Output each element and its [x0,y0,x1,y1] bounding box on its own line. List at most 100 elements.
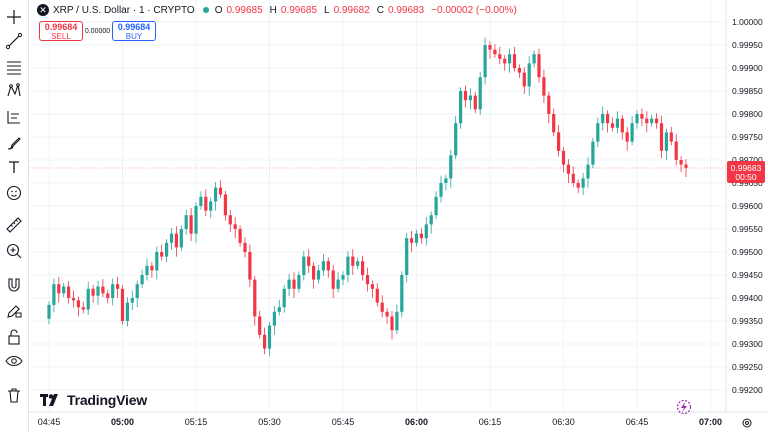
tradingview-logo[interactable]: TradingView [40,392,147,408]
market-open-dot-icon [202,7,209,13]
trend-line-icon[interactable] [3,30,25,52]
ruler-icon[interactable] [3,214,25,236]
price-tick: 0.99200 [732,385,763,395]
candle [581,172,585,195]
price-chart[interactable]: 1.00000 0.99950 0.99900 0.99850 0.99800 0.997… [29,0,768,432]
time-tick: 05:30 [258,417,281,427]
candles [47,37,688,356]
candle [218,180,223,199]
price-tick: 0.99350 [732,316,763,326]
candle [522,67,526,94]
candle [302,251,306,281]
candle [684,159,688,178]
candle [209,197,213,218]
eye-icon[interactable] [3,350,25,372]
pattern-icon[interactable] [3,80,25,102]
sell-price: 0.99684 [44,22,78,32]
candle [96,280,100,305]
candle [292,272,296,298]
candle [650,114,654,127]
tradingview-mark-icon [40,394,58,406]
candle [155,246,159,280]
candle [434,191,438,219]
candle [385,308,389,324]
price-axis: 1.00000 0.99950 0.99900 0.99850 0.99800 0.997… [732,17,763,395]
zoom-in-icon[interactable] [3,240,25,262]
candle [316,264,321,284]
candle [150,262,154,278]
time-tick: 06:00 [405,417,428,427]
candle [478,71,482,115]
candle [664,128,668,160]
candle [312,262,316,289]
replay-icon[interactable] [676,399,692,415]
candle [47,301,51,325]
candle [189,207,193,241]
candle [537,48,541,83]
candle [125,297,129,327]
price-tick: 0.99400 [732,293,763,303]
buy-button[interactable]: 0.99684 BUY [112,21,156,41]
brush-icon[interactable] [3,132,25,154]
ohlc-open-label: O [214,4,223,16]
candle [517,64,521,79]
candle [615,111,619,134]
candle [140,269,144,288]
time-tick: 06:15 [479,417,502,427]
candle [532,50,536,68]
text-icon[interactable] [3,156,25,178]
candle [57,276,61,303]
sell-label: SELL [51,32,71,41]
crosshair-icon[interactable] [3,6,25,28]
ohlc-high-label: H [269,4,277,16]
candle [184,209,188,235]
magnet-icon[interactable] [3,274,25,296]
candle [679,156,683,172]
candle [635,110,639,129]
candle [527,56,531,96]
projection-icon[interactable] [3,106,25,128]
candle [341,271,345,286]
candle [214,182,218,211]
candle [91,285,95,304]
candle [557,125,561,157]
candle [659,115,664,159]
price-tick: 0.99300 [732,339,763,349]
candle [596,117,600,148]
candle [336,272,340,293]
sell-button[interactable]: 0.99684 SELL [39,21,83,41]
trash-icon[interactable] [3,384,25,406]
candle [243,237,247,258]
candle [165,239,169,263]
price-tick: 0.99700 [732,155,763,165]
pencil-lock-icon[interactable] [3,300,25,322]
candle [405,232,409,283]
ohlc-close-value: 0.99683 [388,4,425,16]
ohlc-high-value: 0.99685 [280,4,318,16]
candle [326,257,330,278]
symbol-title[interactable]: XRP / U.S. Dollar · 1 · CRYPTO [53,4,195,16]
candle [145,258,149,281]
candle [395,304,399,334]
candle [346,251,350,283]
price-tick: 0.99850 [732,86,763,96]
candle [571,166,575,187]
candle [76,296,80,317]
candle [655,113,659,129]
candle [135,280,139,308]
candle [351,249,355,275]
candle [111,278,115,306]
settings-gear-icon[interactable] [742,418,752,428]
time-tick: 05:15 [185,417,208,427]
candle [248,244,252,287]
fib-levels-icon[interactable] [3,56,25,78]
ohlc-low-label: L [324,4,330,16]
emoji-icon[interactable] [3,182,25,204]
candle [645,111,649,133]
candle [86,281,90,316]
lock-icon[interactable] [3,326,25,348]
candle [449,149,453,188]
candle [52,278,56,313]
price-tick: 0.99750 [732,132,763,142]
candle [552,108,556,137]
